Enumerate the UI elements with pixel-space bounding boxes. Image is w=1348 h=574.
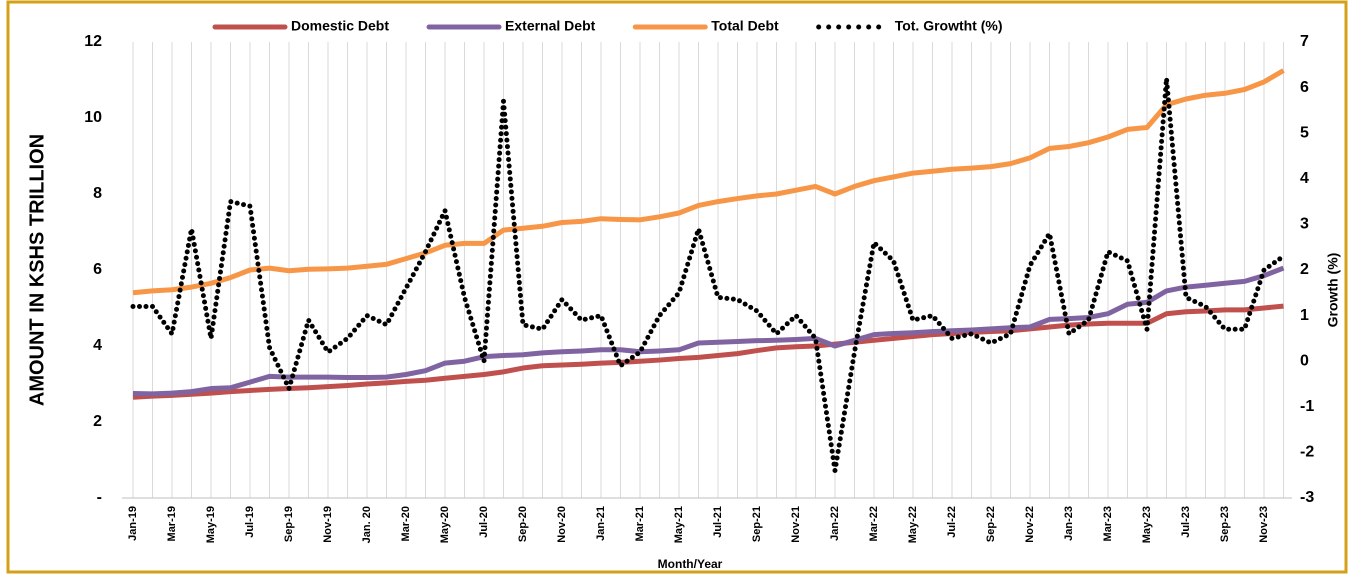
y2-tick-label: -1 — [1300, 398, 1314, 415]
x-tick-label: Jul-23 — [1180, 506, 1192, 538]
y2-tick-label: -3 — [1300, 489, 1314, 506]
x-tick-label: Mar-21 — [634, 506, 646, 541]
x-tick-label: Jan-19 — [127, 506, 139, 541]
legend-label: External Debt — [505, 18, 596, 34]
y-tick-label: 2 — [93, 413, 102, 430]
y-tick-label: 8 — [93, 185, 102, 202]
x-tick-label: Jan-21 — [595, 506, 607, 541]
x-tick-label: Jul-22 — [946, 506, 958, 538]
x-tick-label: Nov-22 — [1024, 506, 1036, 543]
x-tick-label: Sep-21 — [751, 506, 763, 542]
y2-tick-label: 7 — [1300, 33, 1309, 50]
x-tick-label: Nov-21 — [790, 506, 802, 543]
x-tick-label: May-21 — [673, 506, 685, 543]
series-line — [132, 265, 1285, 397]
x-tick-label: Mar-22 — [868, 506, 880, 541]
x-tick-label: Nov-23 — [1258, 506, 1270, 543]
x-tick-label: Mar-23 — [1102, 506, 1114, 541]
y-tick-label: 4 — [93, 337, 102, 354]
x-tick-label: May-19 — [205, 506, 217, 543]
y2-tick-label: 4 — [1300, 170, 1309, 187]
x-tick-label: Sep-23 — [1219, 506, 1231, 542]
y2-tick-label: 5 — [1300, 124, 1309, 141]
y2-tick-label: 2 — [1300, 261, 1309, 278]
y2-tick-label: -2 — [1300, 444, 1314, 461]
x-tick-label: May-22 — [907, 506, 919, 543]
x-tick-label: Jul-20 — [478, 506, 490, 538]
y2-tick-label: 3 — [1300, 216, 1309, 233]
x-axis-label: Month/Year — [658, 557, 723, 571]
x-tick-label: Mar-20 — [400, 506, 412, 541]
legend-label: Domestic Debt — [291, 18, 389, 34]
x-tick-label: Sep-22 — [985, 506, 997, 542]
y2-tick-label: 0 — [1300, 352, 1309, 369]
y-tick-label: 6 — [93, 261, 102, 278]
x-tick-label: Mar-19 — [166, 506, 178, 541]
y2-tick-label: 6 — [1300, 79, 1309, 96]
frame — [6, 0, 1348, 574]
y-tick-label: - — [97, 489, 102, 506]
x-tick-label: Jan-22 — [829, 506, 841, 541]
x-tick-label: Jan-23 — [1063, 506, 1075, 541]
x-tick-label: Jul-21 — [712, 506, 724, 538]
y2-tick-label: 1 — [1300, 307, 1309, 324]
x-tick-label: Nov-19 — [322, 506, 334, 543]
series-line — [132, 303, 1284, 400]
x-tick-label: Nov-20 — [556, 506, 568, 543]
y-tick-label: 10 — [84, 109, 102, 126]
x-tick-label: Sep-19 — [283, 506, 295, 542]
legend-label: Tot. Growtht (%) — [895, 18, 1003, 34]
y-tick-label: 12 — [84, 33, 102, 50]
series-line — [130, 75, 1286, 474]
legend-label: Total Debt — [711, 18, 779, 34]
y-axis-label: AMOUNT IN KSHS TRILLION — [26, 134, 48, 406]
x-tick-label: May-23 — [1141, 506, 1153, 543]
x-tick-label: Jul-19 — [244, 506, 256, 538]
x-tick-label: Jan. 20 — [361, 506, 373, 543]
y2-axis-label: Growth (%) — [1325, 253, 1341, 328]
x-tick-label: May-20 — [439, 506, 451, 543]
x-tick-label: Sep-20 — [517, 506, 529, 542]
series-line — [132, 68, 1285, 296]
